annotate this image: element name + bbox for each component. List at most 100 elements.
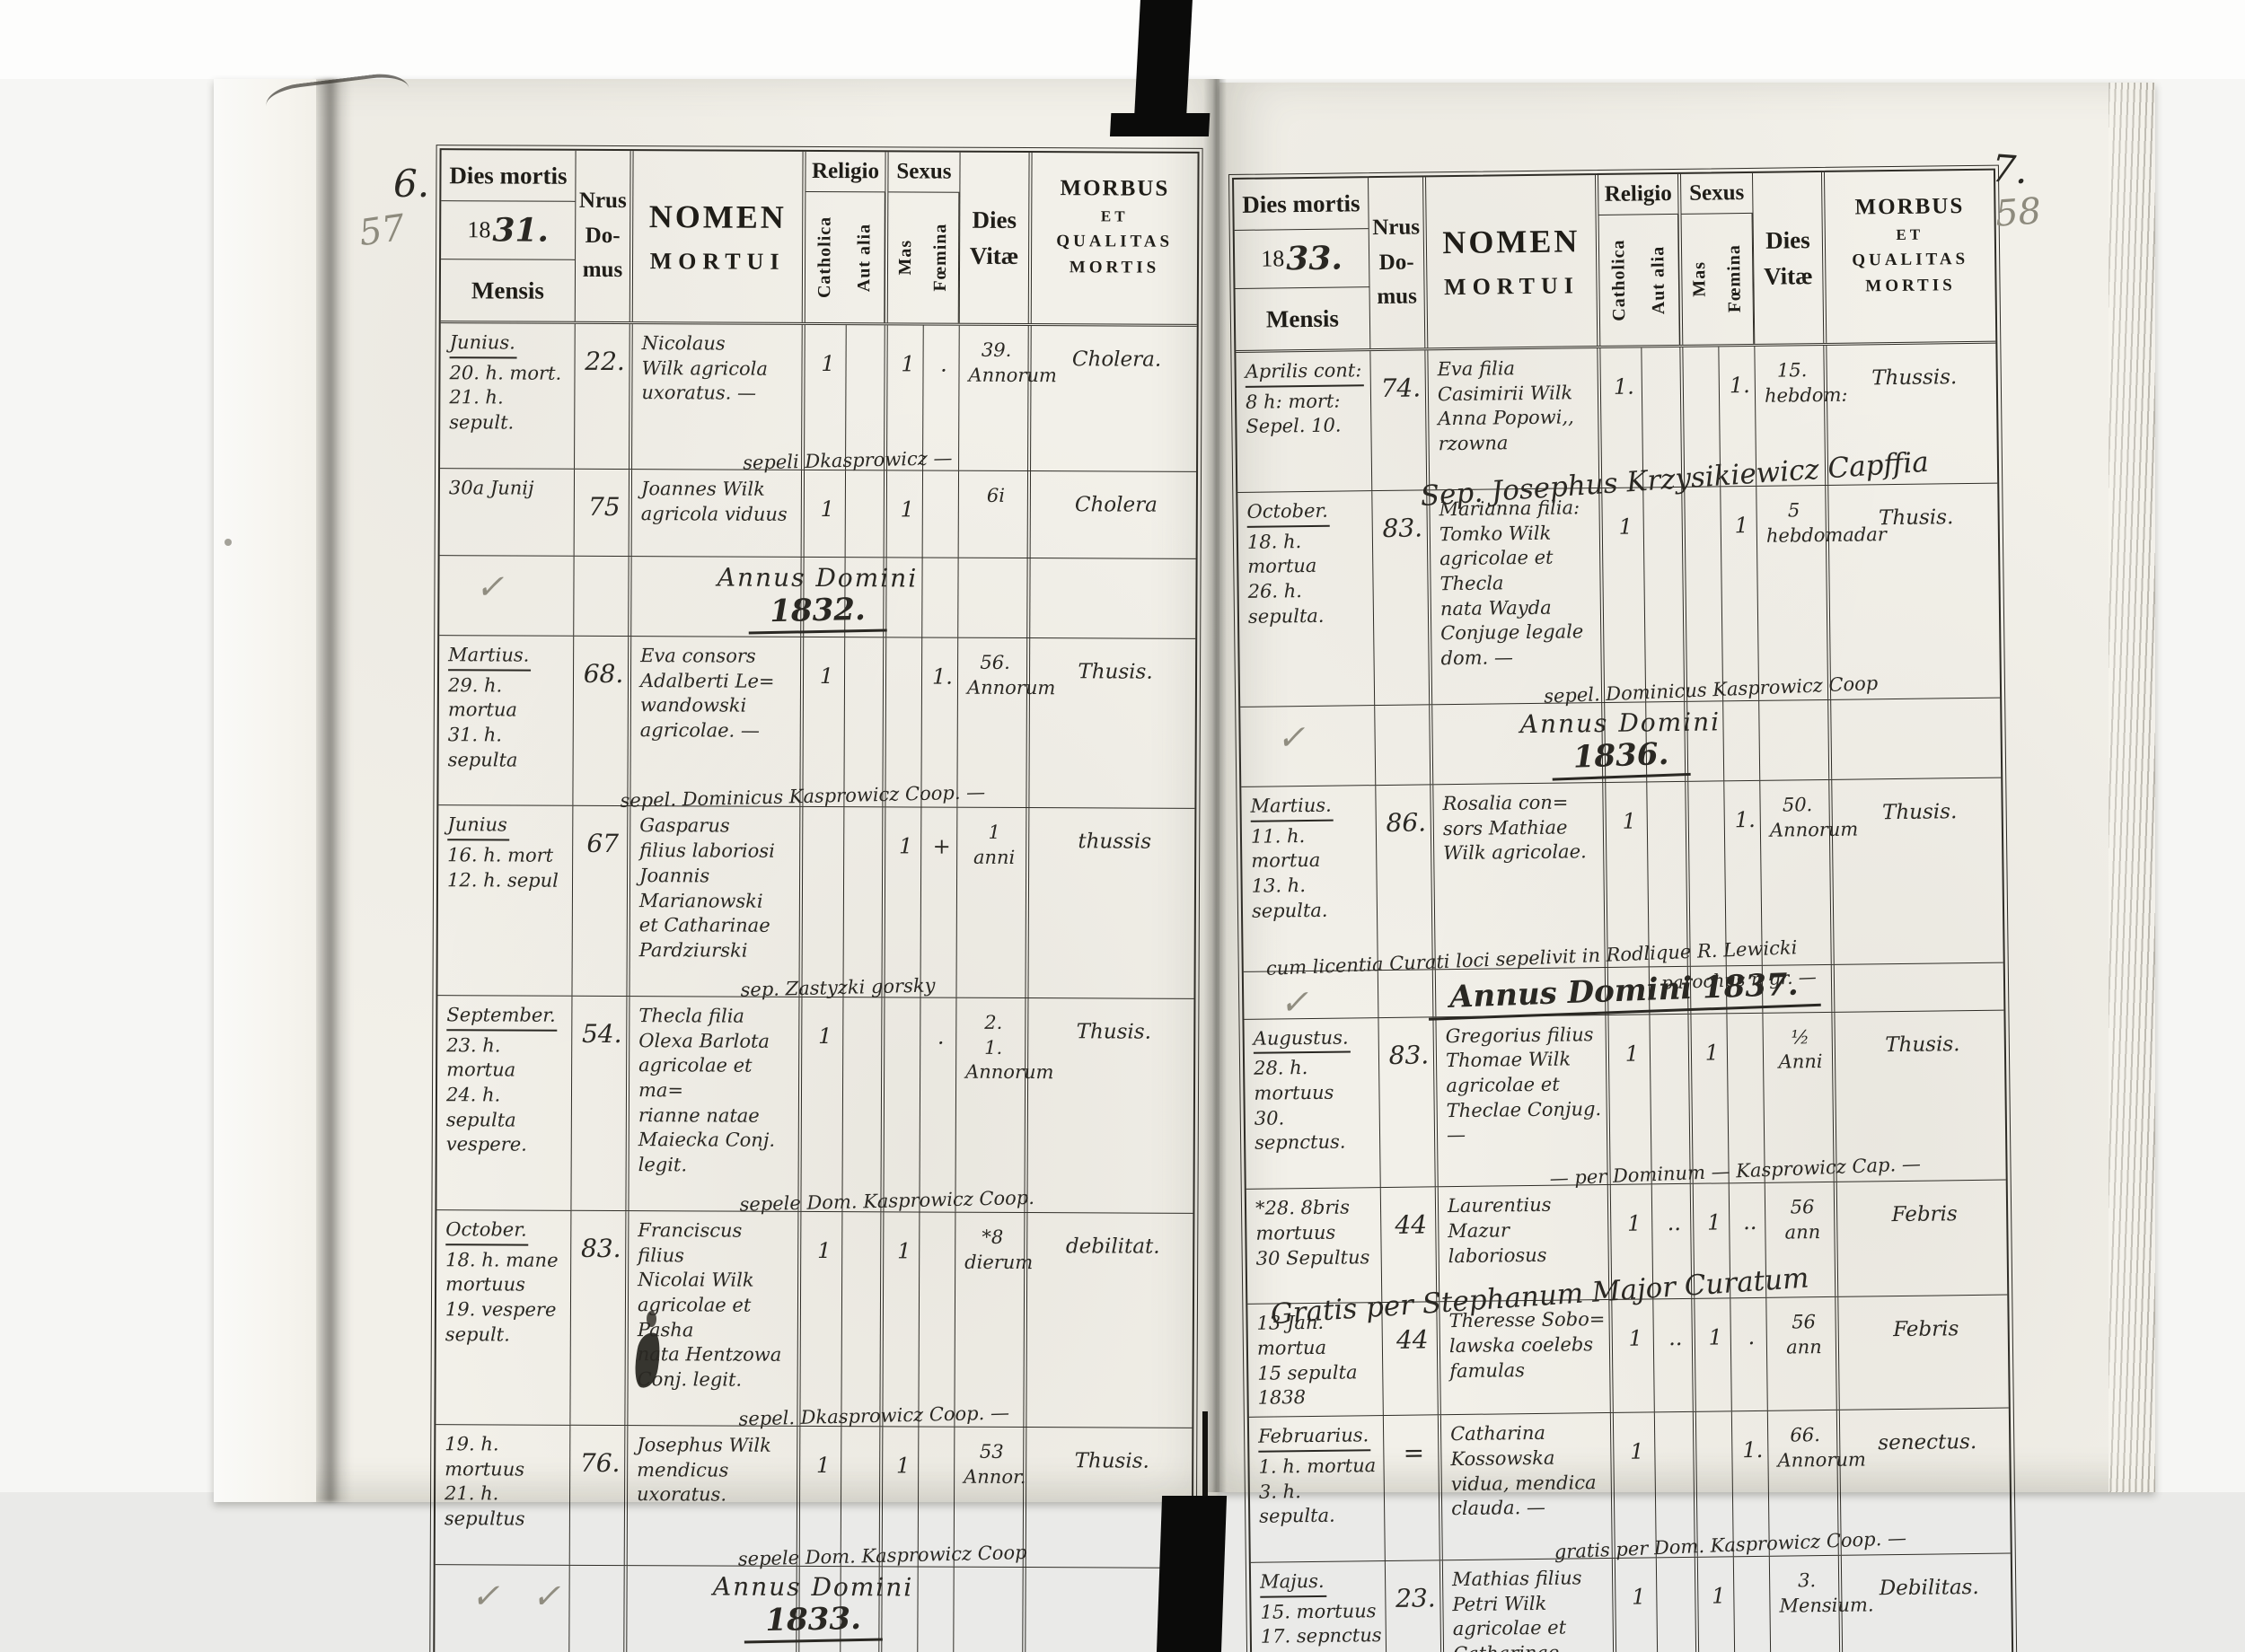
cell-house-number: 22. bbox=[575, 323, 633, 469]
cell-nomen-mortui: Catharina Kossowska vidua, mendica claud… bbox=[1440, 1413, 1616, 1560]
annus-domini-year: 1833. bbox=[743, 1600, 884, 1644]
cell-nomen-mortui: Thecla filia Olexa Barlota agricolae et … bbox=[629, 996, 803, 1211]
col-morbus: MORBUS ET QUALITAS MORTIS bbox=[1852, 194, 1969, 296]
annus-domini-divider: ✓ Annus Domini 1836. bbox=[1240, 698, 2002, 787]
dies-text: 30a Junij bbox=[448, 477, 534, 499]
dies-text: 28. h. mortuus 30. sepnctus. bbox=[1253, 1057, 1346, 1155]
col-dies-mortis: Dies mortis 18 31. Mensis bbox=[440, 150, 577, 321]
cell-dies-vitae: 1 anni bbox=[956, 808, 1030, 997]
dies-text: *28. 8bris mortuus 30 Sepultus bbox=[1255, 1196, 1370, 1270]
register-entry-row: Aprilis cont: 8 h: mort: Sepel. 10. 74. … bbox=[1236, 343, 1998, 513]
cell-dies-mortis: Martius. 29. h. mortua 31. h. sepulta bbox=[438, 636, 575, 806]
cell-catholica: 1 bbox=[801, 997, 844, 1211]
col-dies-vitae: Dies Vitæ bbox=[1752, 171, 1827, 344]
cell-aut-alia bbox=[843, 807, 886, 997]
col-foemina: Fœmina bbox=[1716, 213, 1755, 345]
month-label: October. bbox=[445, 1217, 529, 1246]
margin-speck bbox=[224, 539, 232, 546]
cell-nomen-mortui: Marianna filia: Tomko Wilk agricolae et … bbox=[1430, 488, 1606, 705]
cell-foemina bbox=[922, 470, 960, 558]
dies-text: 15. mortuus 17. sepnctus bbox=[1260, 1599, 1382, 1648]
cell-mas bbox=[885, 637, 923, 807]
cell-dies-vitae: 56 ann bbox=[1766, 1297, 1840, 1410]
register-entry-row: October. 18. h. mortua 26. h. sepulta. 8… bbox=[1237, 483, 2001, 707]
month-label: Junius bbox=[447, 813, 509, 841]
binding-strap-top bbox=[1133, 0, 1193, 135]
dies-text: 18. h. mane mortuus 19. vespere sepult. bbox=[445, 1248, 559, 1346]
cell-aut-alia bbox=[845, 470, 888, 558]
cell-mas: 1 bbox=[886, 470, 924, 558]
dies-text: 18. h. mortua 26. h. sepulta. bbox=[1246, 530, 1325, 628]
register-entry-row: Augustus. 28. h. mortuus 30. sepnctus. 8… bbox=[1244, 1010, 2006, 1190]
table-header: Dies mortis 18 33. Mensis Nrus Do- mus NO… bbox=[1234, 170, 1996, 353]
register-entry-row: 30a Junij 75 Joannes Wilk agricola viduu… bbox=[439, 469, 1197, 559]
col-religio: Religio Catholica Aut alia bbox=[805, 151, 889, 323]
cell-foemina bbox=[1727, 1013, 1765, 1183]
dies-text: 11. h. mortua 13. h. sepulta. bbox=[1250, 824, 1328, 922]
register-entry-row: Junius. 20. h. mort. 21. h. sepult. 22. … bbox=[440, 323, 1197, 473]
scanner-background-bottom bbox=[0, 1492, 2245, 1652]
ink-blot-small bbox=[647, 1311, 656, 1327]
mensis-label: Mensis bbox=[1265, 304, 1340, 333]
cell-catholica: 1 bbox=[800, 1211, 843, 1426]
year-handwritten: 33. bbox=[1286, 239, 1343, 278]
cell-catholica: 1 bbox=[1602, 488, 1647, 702]
register-entry-row: October. 18. h. mane mortuus 19. vespere… bbox=[436, 1209, 1193, 1429]
year-cell: 18 31. bbox=[441, 201, 576, 260]
dies-mortis-label: Dies mortis bbox=[441, 150, 576, 202]
dies-mortis-label: Dies mortis bbox=[1234, 178, 1369, 231]
col-dies-mortis: Dies mortis 18 33. Mensis bbox=[1234, 178, 1371, 350]
register-entry-row: Majus. 15. mortuus 17. sepnctus 23. Math… bbox=[1250, 1553, 2013, 1652]
cell-house-number: 86. bbox=[1376, 785, 1436, 970]
cell-house-number: 74. bbox=[1370, 350, 1431, 490]
register-table-right: Dies mortis 18 33. Mensis Nrus Do- mus NO… bbox=[1228, 164, 2019, 1652]
cell-catholica bbox=[802, 807, 845, 997]
pencil-check-mark: ✓ bbox=[1279, 981, 1320, 1022]
dies-text: 8 h: mort: Sepel. 10. bbox=[1245, 390, 1342, 438]
table-body: Aprilis cont: 8 h: mort: Sepel. 10. 74. … bbox=[1236, 343, 2013, 1652]
cell-catholica: 1 bbox=[803, 637, 846, 807]
cell-mas: 1 bbox=[1695, 1298, 1732, 1411]
col-foemina: Fœmina bbox=[922, 192, 960, 323]
cell-aut-alia bbox=[842, 997, 885, 1212]
cell-nomen-mortui: Eva consors Adalberti Le= wandowski agri… bbox=[630, 636, 805, 807]
month-label: Martius. bbox=[1250, 793, 1334, 822]
cell-dies-vitae: *8 dierum bbox=[955, 1212, 1033, 1427]
cell-nomen-mortui: Gregorius filius Thomae Wilk agricolae e… bbox=[1436, 1015, 1611, 1187]
cell-house-number: 83. bbox=[570, 1210, 629, 1425]
cell-nomen-mortui: Mathias filius Petri Wilk agricolae et C… bbox=[1442, 1558, 1618, 1652]
col-nrus-domus: Nrus Do- mus bbox=[575, 150, 634, 322]
cell-dies-mortis: Majus. 15. mortuus 17. sepnctus bbox=[1250, 1561, 1388, 1652]
cell-house-number: 44 bbox=[1380, 1187, 1440, 1303]
month-label: Majus. bbox=[1259, 1569, 1326, 1598]
pencil-check-mark: ✓ bbox=[475, 567, 515, 607]
binding-strap-bottom bbox=[1156, 1496, 1228, 1652]
cell-dies-vitae: 2. 1. Annorum bbox=[955, 997, 1054, 1212]
cell-aut-alia bbox=[841, 1211, 885, 1427]
col-aut-alia: Aut alia bbox=[844, 192, 885, 323]
cell-mas bbox=[884, 997, 921, 1212]
cell-house-number: 23. bbox=[1385, 1560, 1446, 1652]
register-entry-row: Martius. 11. h. mortua 13. h. sepulta. 8… bbox=[1241, 778, 2003, 993]
annus-domini-text-block: Annus Domini 1836. bbox=[1362, 705, 1880, 781]
cell-nomen-mortui: Rosalia con= sors Mathiae Wilk agricolae… bbox=[1433, 782, 1608, 969]
col-catholica: Catholica bbox=[814, 215, 835, 299]
cell-aut-alia: .. bbox=[1653, 1299, 1696, 1412]
col-sexus: Sexus Mas Fœmina bbox=[1680, 172, 1756, 345]
cell-nomen-mortui: Eva filia Casimirii Wilk Anna Popowi,, r… bbox=[1428, 348, 1603, 490]
cell-dies-mortis: September. 23. h. mortua 24. h. sepulta … bbox=[436, 995, 573, 1210]
month-label: Augustus. bbox=[1253, 1024, 1351, 1054]
cell-nomen-mortui: Franciscus filius Nicolai Wilk agricolae… bbox=[628, 1210, 802, 1426]
mortui-label: MORTUI bbox=[1443, 272, 1580, 301]
year-cell: 18 33. bbox=[1234, 229, 1369, 289]
cell-mas: 1 bbox=[883, 1212, 920, 1427]
cell-mas bbox=[1685, 487, 1724, 701]
cell-morbus: Febris bbox=[1892, 1317, 1959, 1342]
book-spine-shadow bbox=[1203, 79, 1227, 1492]
register-entry-row: Junius 16. h. mort 12. h. sepul 67 Gaspa… bbox=[437, 805, 1195, 1000]
year-handwritten: 31. bbox=[492, 211, 550, 250]
religio-label: Religio bbox=[1598, 173, 1678, 216]
mensis-label: Mensis bbox=[471, 276, 544, 304]
month-label: Februarius. bbox=[1257, 1423, 1371, 1453]
annus-domini-divider: ✓ ✓ Annus Domini 1833. bbox=[435, 1564, 1192, 1652]
